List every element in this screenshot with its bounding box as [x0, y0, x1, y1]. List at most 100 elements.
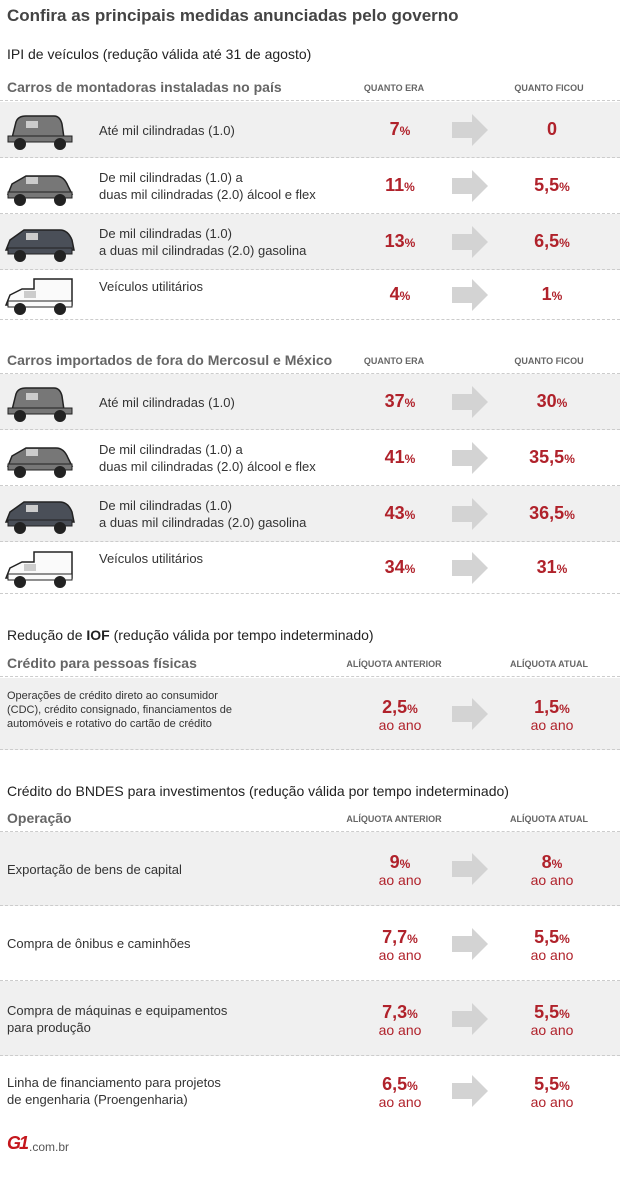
arrow-right-icon: [452, 170, 488, 202]
value-after-per-year: ao ano: [530, 1021, 574, 1038]
value-after-number: 6,5: [534, 231, 560, 251]
ipi-group-1-header-label: Carros importados de fora do Mercosul e …: [7, 352, 333, 368]
value-after-number: 1,5: [534, 697, 560, 717]
value-after-number: 0: [546, 119, 557, 139]
value-before-percent: %: [404, 452, 416, 466]
arrow-right-icon: [452, 226, 488, 258]
value-before-per-year: ao ano: [378, 717, 422, 733]
arrow-right-icon: [452, 498, 488, 530]
table-row: De mil cilindradas (1.0) a duas mil cili…: [0, 158, 620, 214]
value-before-percent: %: [404, 508, 416, 522]
value-after-per-year: ao ano: [530, 946, 574, 963]
table-row: Operações de crédito direto ao consumido…: [0, 678, 620, 750]
value-before-number: 11: [385, 175, 405, 195]
arrow-right-icon: [452, 552, 488, 584]
value-before: 37%: [335, 391, 465, 412]
value-after-percent: %: [559, 1079, 570, 1093]
station-wagon-icon: [4, 492, 76, 536]
value-before: 7%: [335, 119, 465, 140]
table-row: Compra de máquinas e equipamentos para p…: [0, 981, 620, 1056]
value-after-percent: %: [564, 452, 575, 466]
value-after-per-year: ao ano: [530, 717, 574, 733]
table-row: De mil cilindradas (1.0) a duas mil cili…: [0, 430, 620, 486]
value-after-number: 5,5: [534, 175, 560, 195]
value-before-per-year: ao ano: [378, 872, 422, 888]
table-row: Até mil cilindradas (1.0) 7% 0: [0, 102, 620, 158]
value-before: 2,5% ao ano: [335, 697, 465, 732]
value-after-number: 35,5: [529, 447, 565, 467]
utility-van-icon: [4, 273, 76, 317]
value-before-percent: %: [407, 1006, 418, 1021]
table-row: Exportação de bens de capital 9% ao ano 8% a…: [0, 832, 620, 906]
iof-col-after: ALÍQUOTA ATUAL: [510, 659, 588, 669]
value-after: 6,5%: [487, 231, 617, 252]
logo-domain: .com.br: [29, 1140, 70, 1154]
value-before-percent: %: [407, 702, 418, 716]
row-description: Veículos utilitários: [99, 551, 204, 566]
suv-icon: [4, 436, 76, 480]
bndes-col-before: ALÍQUOTA ANTERIOR: [346, 814, 442, 824]
row-description: De mil cilindradas (1.0) a duas mil cili…: [99, 226, 307, 258]
row-description: De mil cilindradas (1.0) a duas mil cili…: [99, 498, 307, 530]
value-before-percent: %: [404, 180, 415, 194]
value-after-percent: %: [559, 702, 570, 716]
value-before-number: 34: [384, 557, 405, 577]
value-before-number: 13: [384, 231, 405, 251]
table-row: Até mil cilindradas (1.0) 37% 30%: [0, 374, 620, 430]
value-before: 7,7% ao ano: [335, 927, 465, 962]
value-after-number: 36,5: [529, 503, 565, 523]
table-row: Compra de ônibus e caminhões 7,7% ao ano 5,…: [0, 906, 620, 981]
value-before-per-year: ao ano: [378, 1094, 422, 1110]
value-before: 11%: [335, 175, 465, 196]
value-after: 1,5% ao ano: [487, 697, 617, 732]
utility-van-icon: [4, 546, 76, 590]
row-description: Até mil cilindradas (1.0): [99, 122, 235, 138]
value-before-number: 4: [389, 284, 400, 304]
value-before: 43%: [335, 503, 465, 524]
value-before: 9% ao ano: [335, 852, 465, 887]
value-after: 0: [487, 119, 617, 140]
value-after-percent: %: [559, 931, 570, 946]
bndes-section-title: Crédito do BNDES para investimentos (red…: [7, 783, 509, 799]
value-after: 8% ao ano: [487, 852, 617, 887]
row-description: Linha de financiamento para projetos de …: [7, 1075, 221, 1107]
value-after-number: 31: [536, 557, 557, 577]
iof-title-pre: Redução de: [7, 627, 87, 643]
iof-header-label: Crédito para pessoas físicas: [7, 655, 197, 671]
value-before-number: 41: [384, 447, 405, 467]
arrow-right-icon: [452, 1075, 488, 1107]
value-after-percent: %: [556, 562, 568, 576]
ipi-group-0-header-label: Carros de montadoras instaladas no país: [7, 79, 282, 95]
value-after: 36,5%: [487, 503, 617, 524]
value-before-percent: %: [399, 124, 411, 138]
value-after-number: 5,5: [534, 1001, 560, 1022]
row-description: Até mil cilindradas (1.0): [99, 394, 235, 410]
value-before-number: 37: [384, 391, 405, 411]
value-before-number: 43: [384, 503, 405, 523]
ipi-group-1-col-before: QUANTO ERA: [363, 356, 425, 366]
value-before-percent: %: [407, 931, 418, 946]
arrow-right-icon: [452, 1002, 488, 1035]
value-before-percent: %: [407, 1079, 418, 1093]
value-before-number: 7,7: [382, 926, 408, 947]
page-title: Confira as principais medidas anunciadas…: [7, 6, 459, 25]
value-before: 7,3% ao ano: [335, 1002, 465, 1037]
value-before: 4%: [335, 284, 465, 305]
ipi-section-title: IPI de veículos (redução válida até 31 d…: [7, 46, 312, 62]
value-after-percent: %: [559, 236, 570, 250]
arrow-right-icon: [452, 698, 488, 730]
iof-title-post: (redução válida por tempo indeterminado): [109, 627, 374, 643]
value-after-percent: %: [556, 396, 568, 410]
value-after-percent: %: [559, 180, 570, 194]
value-after: 30%: [487, 391, 617, 412]
value-before-number: 2,5: [382, 697, 408, 717]
iof-section-title: Redução de IOF (redução válida por tempo…: [7, 627, 374, 643]
ipi-group-0-col-before: QUANTO ERA: [363, 83, 425, 93]
value-before-percent: %: [404, 562, 416, 576]
value-after-number: 5,5: [534, 926, 560, 947]
row-description: De mil cilindradas (1.0) a duas mil cili…: [99, 442, 316, 474]
iof-col-before: ALÍQUOTA ANTERIOR: [346, 659, 442, 669]
value-before-number: 7,3: [382, 1001, 408, 1022]
table-row: De mil cilindradas (1.0) a duas mil cili…: [0, 486, 620, 542]
value-after-number: 5,5: [534, 1074, 560, 1094]
